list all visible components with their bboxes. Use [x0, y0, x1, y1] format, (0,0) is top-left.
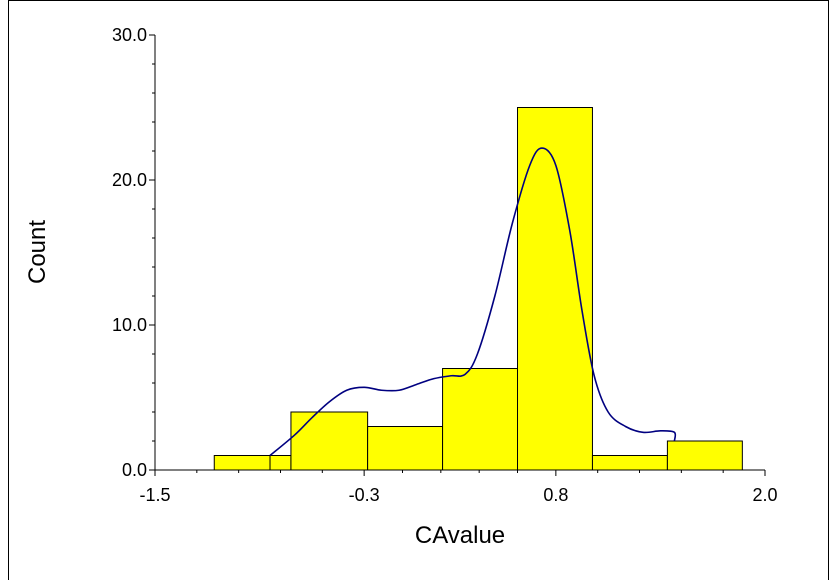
- x-axis-title: CAvalue: [415, 522, 505, 549]
- bar-2: [290, 411, 369, 471]
- y-tick-label: 20.0: [112, 170, 147, 190]
- bar-0: [213, 455, 271, 471]
- y-tick-label: 10.0: [112, 315, 147, 335]
- x-tick-label: 2.0: [752, 485, 777, 505]
- x-tick-label: 0.8: [543, 485, 568, 505]
- bar-6: [591, 455, 668, 471]
- bar-1: [269, 455, 292, 471]
- density-curve: [269, 147, 677, 457]
- bar-7: [666, 440, 743, 471]
- chart-frame: [8, 0, 829, 580]
- y-tick-label: 0.0: [122, 460, 147, 480]
- axes-group: 0.0 10.0 20.0 30.0 -1.5 -0.3 0.8 2.0: [112, 25, 778, 505]
- y-axis-title: Count: [24, 220, 51, 284]
- x-tick-label: -1.5: [139, 485, 170, 505]
- bar-3: [367, 426, 444, 471]
- y-tick-label: 30.0: [112, 25, 147, 45]
- bar-4: [442, 368, 519, 471]
- bars-group: [213, 107, 743, 471]
- x-tick-label: -0.3: [349, 485, 380, 505]
